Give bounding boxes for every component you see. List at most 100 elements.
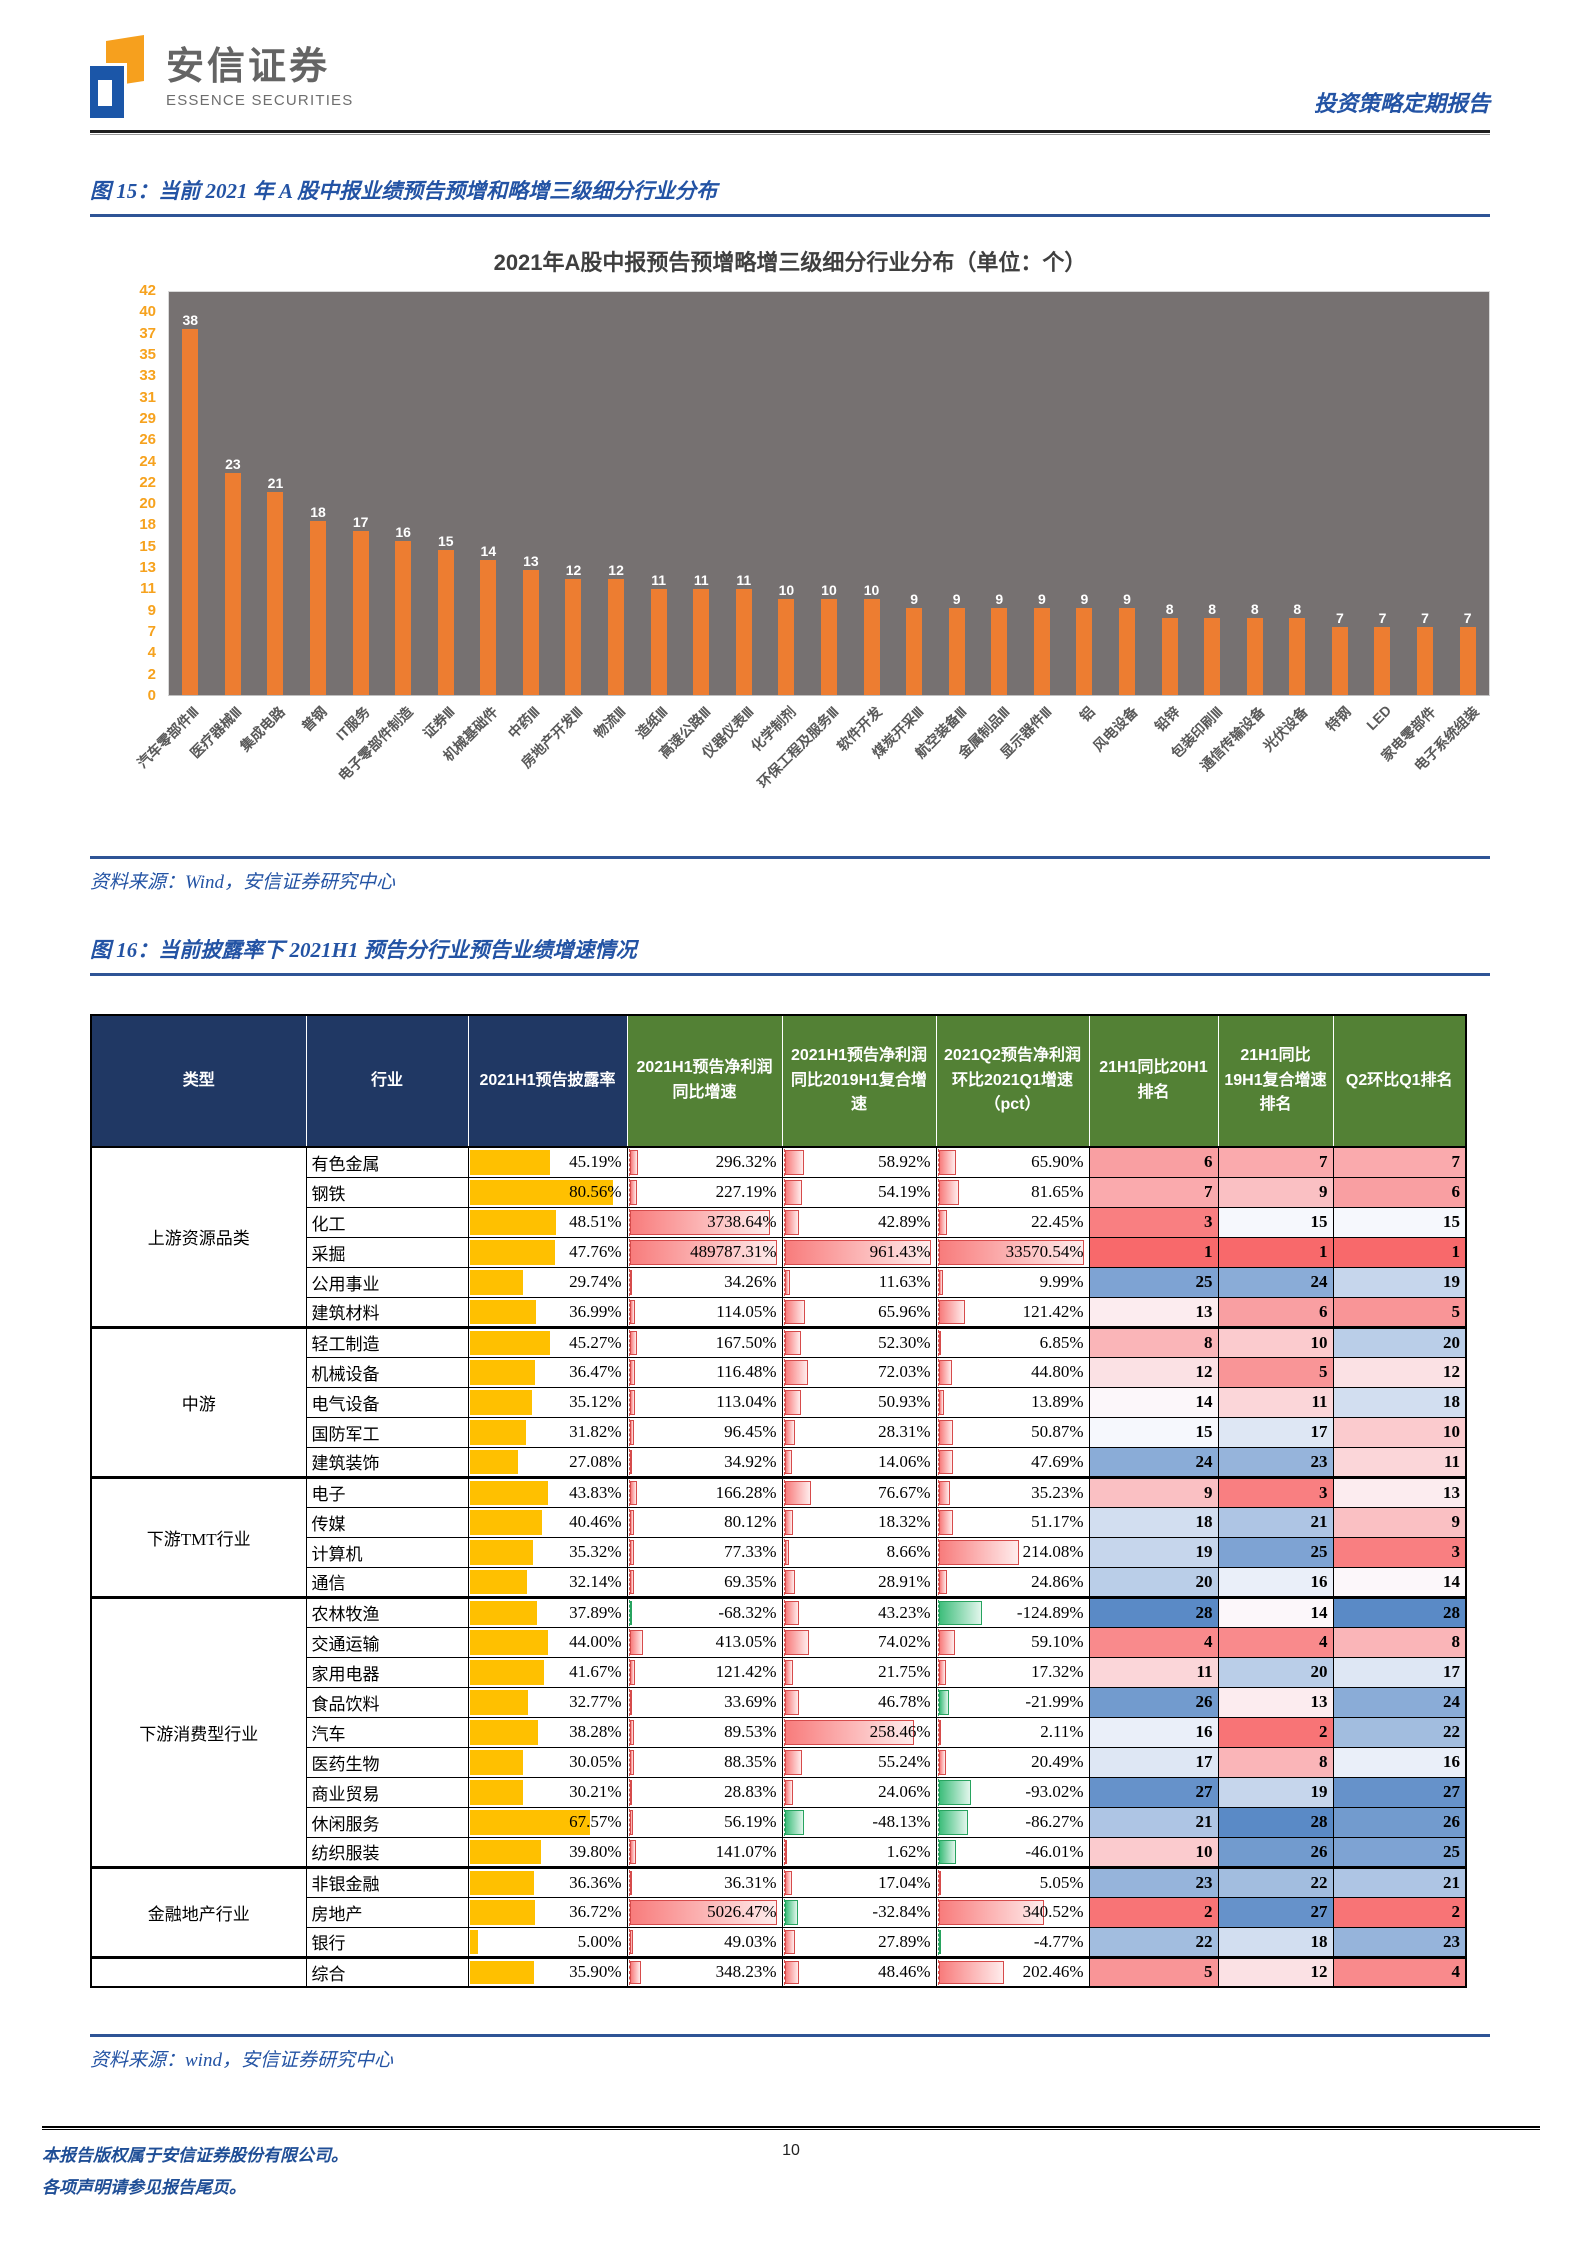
databar-axis bbox=[937, 1149, 939, 1176]
rank-cell: 5 bbox=[1217, 1356, 1334, 1388]
y-tick-label: 2 bbox=[147, 665, 156, 683]
growth-value: -48.13% bbox=[872, 1812, 931, 1831]
growth-value: 27.89% bbox=[878, 1931, 931, 1951]
growth-databar bbox=[784, 1179, 803, 1205]
growth-value: 11.63% bbox=[878, 1272, 931, 1291]
industry-cell: 电气设备 bbox=[305, 1386, 469, 1418]
disclosure-value: 67.57% bbox=[569, 1812, 622, 1831]
databar-axis bbox=[783, 1508, 785, 1536]
rank-cell: 20 bbox=[1332, 1325, 1467, 1358]
databar-axis bbox=[937, 1448, 939, 1475]
bar-value-label: 38 bbox=[182, 312, 199, 328]
disclosure-value: 5.00% bbox=[577, 1931, 622, 1951]
rank-cell: 28 bbox=[1332, 1595, 1467, 1628]
figure16-source-rule bbox=[90, 2034, 1490, 2037]
databar-axis bbox=[937, 1628, 939, 1656]
table-row: 综合 35.90% 348.23% 48.46% 202.46% 5 12 4 bbox=[90, 1955, 1467, 1988]
disclosure-value: 30.21% bbox=[569, 1782, 622, 1801]
bar bbox=[224, 473, 241, 695]
rank-cell: 18 bbox=[1088, 1506, 1219, 1538]
growth-databar bbox=[629, 1569, 634, 1594]
growth-value: 34.92% bbox=[724, 1451, 777, 1471]
bar-value-label: 16 bbox=[395, 524, 411, 540]
growth-value: 28.83% bbox=[724, 1782, 777, 1801]
growth-value: 113.04% bbox=[716, 1392, 777, 1411]
databar-axis bbox=[937, 1928, 939, 1955]
growth-cell: 35.23% bbox=[935, 1475, 1090, 1508]
rank-cell: 3 bbox=[1217, 1475, 1334, 1508]
disclosure-cell: 80.56% bbox=[467, 1176, 628, 1208]
table-row: 商业贸易 30.21% 28.83% 24.06% -93.02% 27 19 27 bbox=[91, 1776, 1467, 1808]
databar-axis bbox=[783, 1898, 785, 1926]
industry-cell: 家用电器 bbox=[305, 1656, 469, 1688]
bar-slot: 9 bbox=[893, 292, 936, 695]
table-row: 建筑装饰 27.08% 34.92% 14.06% 47.69% 24 23 11 bbox=[91, 1446, 1467, 1478]
growth-databar bbox=[784, 1809, 804, 1835]
disclosure-value: 35.32% bbox=[569, 1542, 622, 1561]
growth-databar bbox=[629, 1209, 770, 1235]
growth-value: 35.23% bbox=[1031, 1482, 1084, 1502]
databar-axis bbox=[628, 1329, 630, 1356]
databar-axis bbox=[783, 1688, 785, 1716]
growth-value: 202.46% bbox=[1022, 1962, 1084, 1982]
rank-cell: 12 bbox=[1217, 1955, 1334, 1988]
rank-cell: 27 bbox=[1217, 1896, 1334, 1928]
brand: 安信证券 ESSENCE SECURITIES bbox=[90, 34, 353, 120]
growth-databar bbox=[784, 1509, 794, 1535]
disclosure-cell: 45.27% bbox=[467, 1325, 628, 1358]
bar-value-label: 23 bbox=[225, 456, 241, 472]
growth-value: -124.89% bbox=[1016, 1602, 1084, 1622]
y-tick-label: 9 bbox=[147, 601, 156, 619]
growth-databar bbox=[629, 1419, 634, 1445]
disclosure-databar bbox=[469, 1449, 518, 1474]
growth-databar bbox=[938, 1779, 971, 1805]
growth-cell: 28.83% bbox=[626, 1776, 783, 1808]
growth-value: 961.43% bbox=[869, 1242, 931, 1261]
growth-value: -46.01% bbox=[1025, 1841, 1084, 1861]
bar-value-label: 9 bbox=[1037, 591, 1046, 607]
growth-cell: 141.07% bbox=[626, 1836, 783, 1868]
x-tick-label: LED bbox=[1363, 702, 1395, 734]
growth-cell: 58.92% bbox=[781, 1146, 937, 1178]
growth-value: 141.07% bbox=[715, 1841, 777, 1861]
rank-cell: 27 bbox=[1088, 1776, 1219, 1808]
figure15-source-rule bbox=[90, 856, 1490, 859]
bar bbox=[1033, 608, 1050, 695]
growth-databar bbox=[784, 1600, 800, 1625]
rank-cell: 17 bbox=[1217, 1416, 1334, 1448]
type-cell: 下游TMT行业 bbox=[90, 1475, 307, 1598]
x-axis-labels: 汽车零部件Ⅲ 医疗器械Ⅲ 集成电路 普钢 IT服务 电子零部件制造 证券Ⅲ 机械基础件 中药Ⅲ 房… bbox=[134, 696, 1490, 848]
disclosure-databar bbox=[469, 1299, 536, 1324]
disclosure-cell: 47.76% bbox=[467, 1236, 628, 1268]
industry-cell: 有色金属 bbox=[305, 1146, 469, 1178]
databar-axis bbox=[628, 1658, 630, 1686]
disclosure-cell: 36.36% bbox=[467, 1865, 628, 1898]
rank-cell: 26 bbox=[1088, 1686, 1219, 1718]
rank-cell: 22 bbox=[1088, 1926, 1219, 1958]
industry-cell: 建筑材料 bbox=[305, 1296, 469, 1328]
growth-databar bbox=[938, 1509, 954, 1535]
growth-databar bbox=[784, 1539, 789, 1565]
growth-value: 17.32% bbox=[1031, 1662, 1084, 1681]
disclosure-value: 30.05% bbox=[569, 1752, 622, 1771]
x-tick-label: 风电设备 bbox=[1089, 703, 1141, 755]
growth-databar bbox=[938, 1839, 956, 1864]
disclosure-value: 27.08% bbox=[569, 1451, 622, 1471]
rank-cell: 20 bbox=[1217, 1656, 1334, 1688]
growth-databar bbox=[784, 1480, 811, 1505]
bar-slot: 15 bbox=[424, 292, 467, 695]
growth-value: -4.77% bbox=[1033, 1931, 1084, 1951]
table-row: 中游 轻工制造 45.27% 167.50% 52.30% 6.85% 8 10 20 bbox=[90, 1325, 1467, 1478]
disclosure-cell: 35.90% bbox=[467, 1955, 628, 1988]
growth-value: -93.02% bbox=[1025, 1782, 1084, 1801]
chart-title: 2021年A股中报预告预增略增三级细分行业分布（单位：个） bbox=[493, 250, 1087, 275]
disclosure-databar bbox=[469, 1960, 534, 1984]
growth-databar bbox=[938, 1330, 942, 1355]
rank-cell: 18 bbox=[1332, 1386, 1467, 1418]
disclosure-cell: 30.05% bbox=[467, 1746, 628, 1778]
table-row: 上游资源品类 有色金属 45.19% 296.32% 58.92% 65.90% 6 7 7 bbox=[90, 1146, 1467, 1328]
bar-slot: 10 bbox=[765, 292, 808, 695]
databar-axis bbox=[783, 1808, 785, 1836]
y-tick-label: 18 bbox=[139, 516, 156, 534]
